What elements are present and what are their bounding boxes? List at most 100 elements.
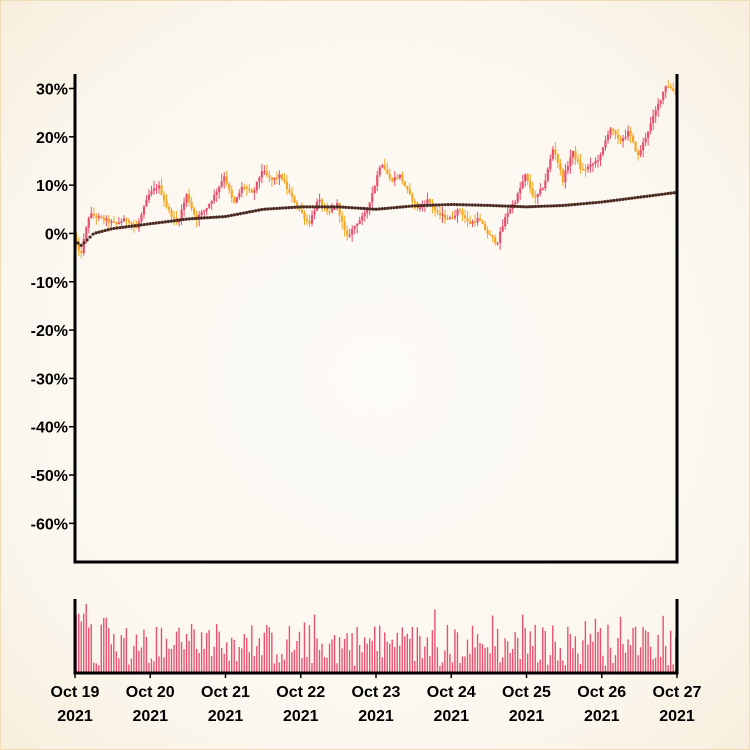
volume-bar (251, 625, 253, 673)
moving-average-point (172, 219, 176, 223)
moving-average-point (518, 205, 523, 209)
moving-average-point (512, 204, 517, 209)
volume-bar (664, 646, 667, 673)
volume-bar (215, 624, 218, 673)
moving-average-point (335, 205, 339, 209)
candle-body (516, 193, 519, 203)
candle-body (463, 215, 467, 219)
moving-average-point (446, 202, 450, 207)
candle-body (566, 166, 569, 171)
moving-average-point (404, 204, 408, 209)
volume-bar (652, 659, 654, 673)
volume-bar (484, 647, 486, 673)
volume-bar (301, 657, 303, 673)
candle-body (258, 177, 261, 182)
y-tick-label: -10% (31, 275, 68, 292)
candle-body (273, 177, 276, 180)
volume-bar (466, 639, 469, 673)
moving-average-point (299, 205, 303, 209)
volume-bar (622, 644, 624, 673)
volume-bar (223, 653, 225, 673)
moving-average-point (470, 203, 474, 207)
moving-average-point (365, 207, 369, 211)
volume-bar (444, 650, 446, 673)
candle-body (185, 194, 188, 203)
volume-bar (170, 648, 173, 673)
volume-bar (389, 643, 391, 673)
candle-body (205, 207, 208, 211)
candle-body (461, 210, 464, 216)
moving-average-point (76, 241, 80, 245)
moving-average-point (660, 192, 664, 196)
candle-body (619, 138, 622, 142)
volume-bar (318, 650, 321, 673)
candle-body (634, 141, 637, 152)
moving-average-point (196, 216, 201, 220)
candle-body (411, 194, 414, 202)
candle-body (599, 154, 602, 161)
candle-body (514, 202, 517, 204)
moving-average-point (296, 205, 300, 209)
volume-bar (612, 663, 614, 673)
candle-body (476, 218, 479, 223)
volume-bar (133, 645, 135, 673)
volume-bar (118, 658, 120, 673)
candle-body (210, 201, 213, 204)
candle-body (521, 181, 524, 189)
volume-bar (476, 634, 479, 673)
candle-body (193, 208, 196, 215)
moving-average-point (479, 203, 483, 207)
candle-body (140, 214, 143, 222)
volume-bar (258, 638, 260, 673)
candle-body (208, 203, 211, 208)
moving-average-point (594, 200, 598, 205)
moving-average-point (591, 201, 595, 205)
candle-body (616, 134, 620, 139)
candle-body (667, 86, 670, 88)
moving-average-point (515, 204, 520, 209)
moving-average-point (672, 191, 676, 195)
volume-bar (210, 656, 213, 673)
moving-average-point (317, 205, 321, 209)
candle-body (609, 128, 612, 135)
candle-body (87, 218, 90, 228)
volume-bar (376, 650, 378, 673)
candle-body (268, 175, 271, 178)
candle-body (218, 186, 221, 193)
candle-body (290, 192, 294, 197)
volume-bar (582, 640, 584, 673)
moving-average-point (509, 204, 514, 208)
candle-body (228, 184, 231, 190)
moving-average-point (353, 206, 357, 210)
candle-body (293, 196, 296, 203)
candle-body (621, 138, 625, 142)
volume-bar (496, 628, 499, 673)
moving-average-point (347, 205, 351, 210)
candle-body (162, 194, 166, 201)
volume-bar (506, 641, 509, 673)
candle-body (596, 160, 600, 162)
moving-average-point (232, 213, 237, 217)
volume-bar (454, 629, 456, 673)
candle-body (303, 212, 306, 219)
moving-average-point (497, 204, 502, 208)
volume-bar (456, 632, 459, 673)
candle-body (396, 177, 399, 179)
candle-body (130, 222, 133, 225)
moving-average-point (190, 217, 194, 221)
candle-body (313, 210, 316, 216)
candle-body (626, 131, 630, 137)
volume-bar (341, 648, 343, 673)
moving-average-point (627, 196, 631, 201)
x-tick-label-year: 2021 (57, 708, 93, 725)
volume-bar (263, 632, 266, 673)
y-tick-label: -20% (31, 323, 68, 340)
candle-body (240, 186, 243, 193)
volume-bar (108, 628, 110, 673)
volume-bar (649, 646, 652, 673)
moving-average-point (127, 224, 131, 229)
candle-body (526, 174, 529, 181)
candle-body (586, 166, 590, 170)
candle-body (152, 188, 156, 192)
moving-average-point (106, 228, 110, 232)
